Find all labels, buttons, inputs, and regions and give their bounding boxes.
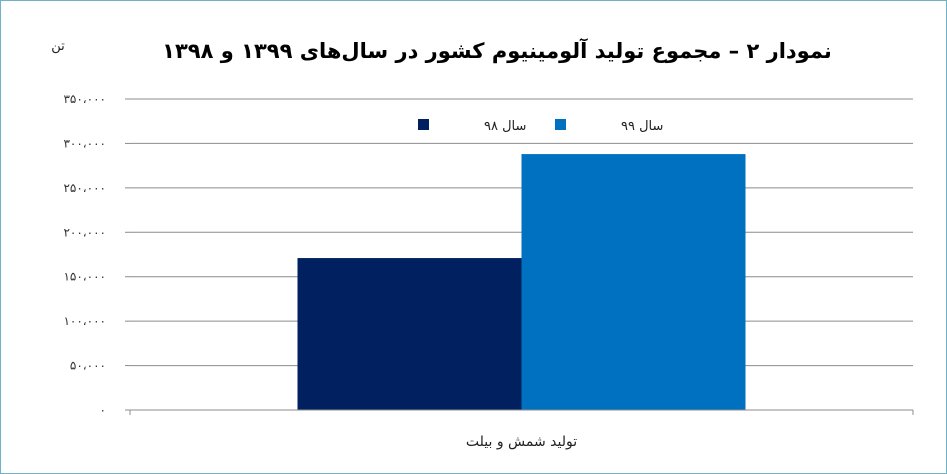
legend-swatch-2 bbox=[555, 119, 566, 130]
y-tick-label: ۳۵۰،۰۰۰ bbox=[63, 92, 106, 106]
chart-title: نمودار ۲ – مجموع تولید آلومینیوم کشور در… bbox=[162, 38, 832, 63]
unit-label: تن bbox=[51, 39, 65, 54]
bar-1 bbox=[297, 258, 522, 410]
x-category-label: تولید شمش و بیلت bbox=[466, 434, 577, 450]
x-axis: تولید شمش و بیلت bbox=[129, 409, 914, 450]
y-tick-label: ۱۰۰،۰۰۰ bbox=[63, 314, 106, 328]
legend-swatch-1 bbox=[418, 119, 429, 130]
y-tick-label: ۵۰،۰۰۰ bbox=[70, 359, 106, 373]
legend: سال ۹۹ سال ۹۸ bbox=[418, 119, 663, 134]
y-tick-label: ۳۰۰،۰۰۰ bbox=[63, 136, 106, 150]
legend-label-1: سال ۹۸ bbox=[484, 119, 526, 134]
y-tick-label: ۲۵۰،۰۰۰ bbox=[63, 181, 106, 195]
y-axis: ۰ ۵۰،۰۰۰ ۱۰۰،۰۰۰ ۱۵۰،۰۰۰ ۲۰۰،۰۰۰ ۲۵۰،۰۰۰ ۳۰۰،۰… bbox=[63, 92, 130, 417]
legend-label-2: سال ۹۹ bbox=[621, 119, 663, 134]
bar-2 bbox=[521, 154, 746, 410]
y-tick-label: ۲۰۰،۰۰۰ bbox=[63, 225, 106, 239]
bars bbox=[297, 154, 746, 410]
y-tick-label: ۰ bbox=[100, 403, 106, 417]
y-tick-label: ۱۵۰،۰۰۰ bbox=[63, 270, 106, 284]
